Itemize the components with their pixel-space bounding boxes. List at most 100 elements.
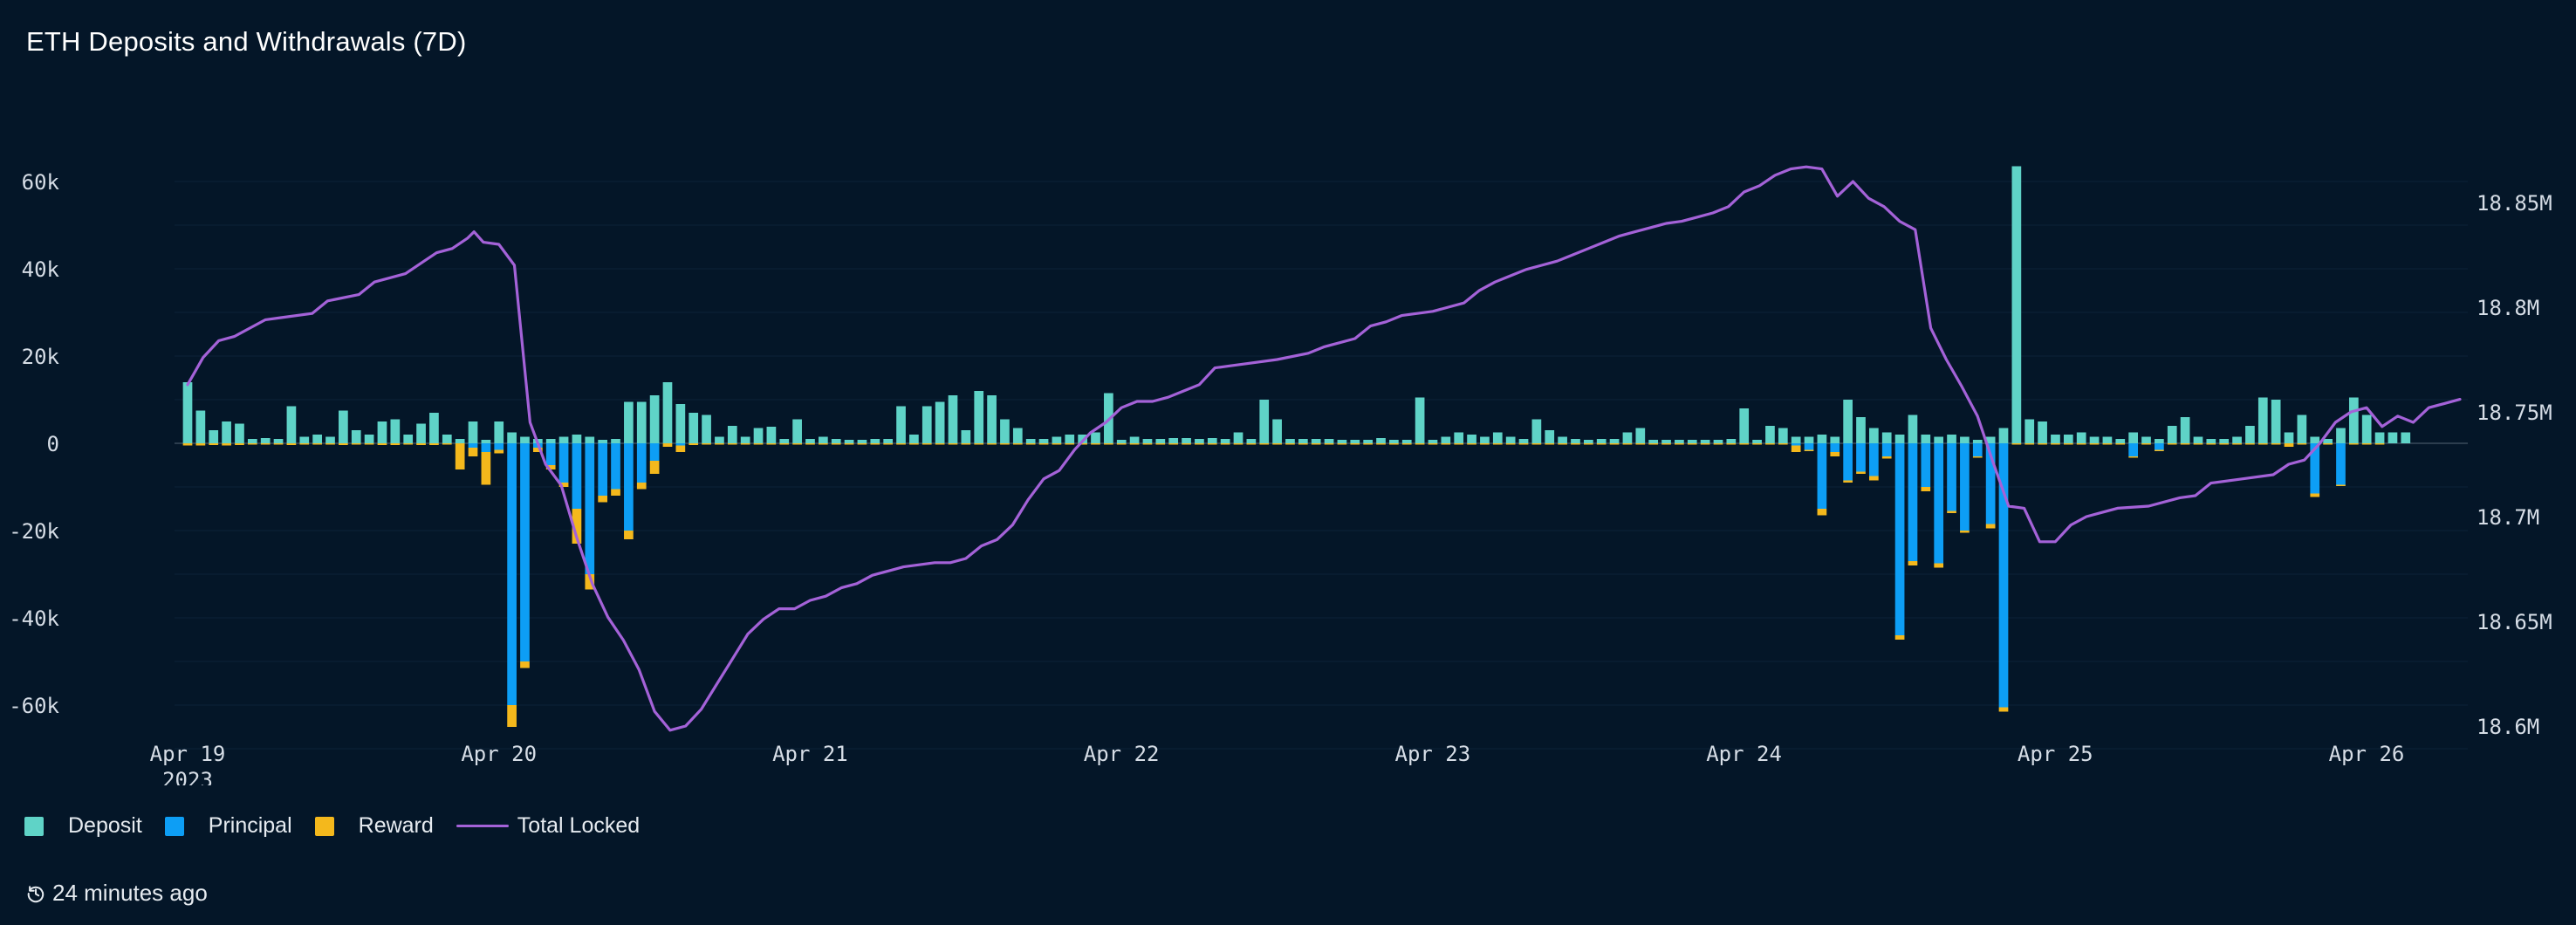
deposit-bar[interactable] [2284, 432, 2294, 444]
deposit-bar[interactable] [702, 415, 711, 444]
reward-bar[interactable] [455, 443, 465, 469]
reward-bar[interactable] [1505, 443, 1516, 445]
deposit-bar[interactable] [1363, 440, 1374, 443]
deposit-bar[interactable] [1947, 435, 1956, 443]
deposit-bar[interactable] [1713, 440, 1723, 443]
reward-bar[interactable] [1142, 443, 1153, 445]
reward-bar[interactable] [1441, 443, 1451, 445]
reward-bar[interactable] [2063, 443, 2073, 445]
deposit-bar[interactable] [507, 432, 517, 444]
deposit-bar[interactable] [2011, 166, 2022, 444]
reward-bar[interactable] [1830, 452, 1840, 456]
principal-bar[interactable] [1881, 443, 1892, 456]
deposit-bar[interactable] [1246, 439, 1257, 443]
deposit-bar[interactable] [2257, 397, 2268, 444]
deposit-bar[interactable] [1661, 440, 1671, 443]
reward-bar[interactable] [1894, 635, 1905, 640]
reward-bar[interactable] [558, 483, 569, 487]
deposit-bar[interactable] [1609, 439, 1620, 443]
deposit-bar[interactable] [2232, 436, 2242, 444]
deposit-bar[interactable] [2348, 397, 2359, 444]
deposit-bar[interactable] [2374, 432, 2385, 444]
deposit-bar[interactable] [1389, 440, 1399, 443]
reward-bar[interactable] [1713, 443, 1723, 445]
reward-bar[interactable] [1687, 443, 1697, 445]
deposit-bar[interactable] [675, 404, 686, 443]
deposit-bar[interactable] [1830, 436, 1840, 444]
deposit-bar[interactable] [339, 410, 348, 444]
deposit-bar[interactable] [1622, 432, 1633, 444]
reward-bar[interactable] [1454, 443, 1464, 445]
deposit-bar[interactable] [1311, 439, 1321, 443]
reward-bar[interactable] [1207, 443, 1217, 445]
deposit-bar[interactable] [442, 435, 452, 443]
deposit-bar[interactable] [740, 436, 750, 444]
principal-bar[interactable] [1830, 443, 1840, 452]
reward-bar[interactable] [2193, 443, 2203, 445]
deposit-bar[interactable] [1558, 436, 1567, 444]
reward-bar[interactable] [1220, 443, 1230, 445]
reward-bar[interactable] [1869, 476, 1879, 481]
deposit-bar[interactable] [429, 413, 439, 443]
deposit-bar[interactable] [1441, 436, 1451, 444]
reward-bar[interactable] [1155, 443, 1166, 445]
deposit-bar[interactable] [1415, 397, 1425, 444]
principal-bar[interactable] [649, 443, 660, 461]
reward-bar[interactable] [2167, 443, 2177, 445]
reward-bar[interactable] [935, 443, 945, 445]
reward-bar[interactable] [2361, 443, 2372, 445]
deposit-bar[interactable] [1817, 435, 1827, 443]
reward-bar[interactable] [1908, 561, 1918, 565]
principal-bar[interactable] [545, 443, 556, 465]
deposit-bar[interactable] [1428, 440, 1438, 443]
principal-bar[interactable] [636, 443, 647, 483]
principal-bar[interactable] [494, 443, 504, 450]
reward-bar[interactable] [1415, 443, 1425, 445]
principal-bar[interactable] [1843, 443, 1853, 481]
deposit-bar[interactable] [1195, 439, 1204, 443]
principal-bar[interactable] [2310, 443, 2320, 494]
deposit-bar[interactable] [1571, 439, 1580, 443]
principal-bar[interactable] [1817, 443, 1827, 509]
reward-bar[interactable] [1791, 445, 1801, 453]
reward-bar[interactable] [1065, 443, 1075, 445]
deposit-bar[interactable] [766, 427, 777, 443]
principal-bar[interactable] [507, 443, 517, 705]
reward-bar[interactable] [1480, 443, 1490, 445]
principal-bar[interactable] [611, 443, 620, 490]
reward-bar[interactable] [1492, 443, 1503, 445]
reward-bar[interactable] [442, 443, 452, 445]
reward-bar[interactable] [1998, 707, 2009, 712]
chart-area[interactable]: 60k 40k 20k 0 -20k -40k -60k 18.85M 18.8M 18.75M 1… [0, 0, 2576, 785]
reward-bar[interactable] [1675, 443, 1684, 445]
deposit-bar[interactable] [1038, 439, 1049, 443]
reward-bar[interactable] [1571, 443, 1580, 445]
principal-bar[interactable] [1921, 443, 1931, 487]
reward-bar[interactable] [1363, 443, 1374, 445]
deposit-bar[interactable] [1518, 439, 1529, 443]
deposit-bar[interactable] [351, 430, 361, 443]
deposit-bar[interactable] [2115, 439, 2126, 443]
principal-bar[interactable] [2155, 443, 2164, 450]
deposit-bar[interactable] [2401, 432, 2411, 444]
deposit-bar[interactable] [1350, 440, 1360, 443]
reward-bar[interactable] [909, 443, 919, 445]
deposit-bar[interactable] [2193, 436, 2203, 444]
principal-bar[interactable] [2336, 443, 2346, 485]
deposit-bar[interactable] [377, 421, 387, 443]
deposit-bar[interactable] [1869, 428, 1879, 444]
reward-bar[interactable] [1843, 480, 1853, 483]
reward-bar[interactable] [1881, 456, 1892, 459]
deposit-bar[interactable] [572, 435, 582, 443]
deposit-bar[interactable] [1934, 436, 1944, 444]
reward-bar[interactable] [870, 443, 880, 445]
reward-bar[interactable] [2219, 443, 2230, 445]
principal-bar[interactable] [675, 443, 686, 446]
reward-bar[interactable] [1726, 443, 1737, 445]
reward-bar[interactable] [585, 574, 595, 590]
deposit-bar[interactable] [896, 406, 906, 444]
reward-bar[interactable] [2115, 443, 2126, 445]
reward-bar[interactable] [1182, 443, 1191, 445]
principal-bar[interactable] [1856, 443, 1866, 472]
reward-bar[interactable] [2076, 443, 2086, 445]
